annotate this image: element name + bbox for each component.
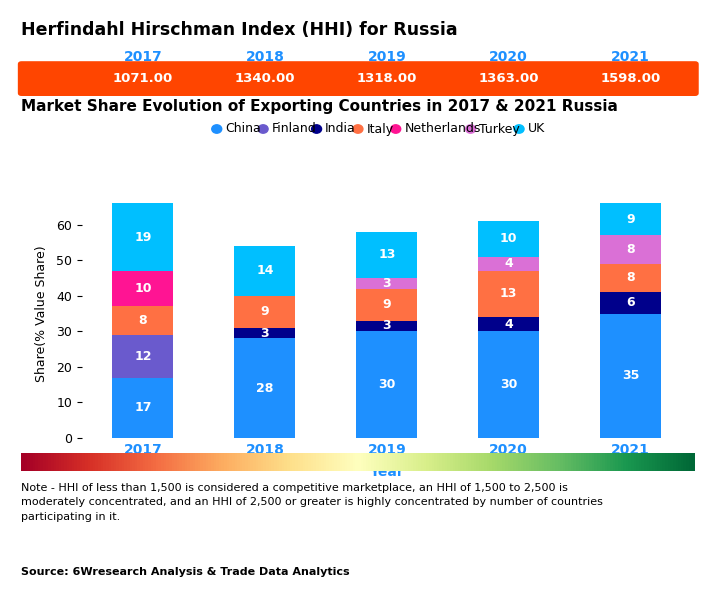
Text: 30: 30 (500, 378, 518, 391)
Text: 12: 12 (134, 350, 152, 362)
Text: 3: 3 (382, 277, 391, 290)
Bar (235, 338, 295, 438)
Text: 6: 6 (626, 296, 635, 310)
Bar (478, 221, 539, 257)
Text: 13: 13 (378, 248, 396, 262)
Text: 2020: 2020 (489, 50, 528, 64)
Bar (600, 313, 661, 438)
Text: 10: 10 (134, 282, 152, 295)
Text: 1340.00: 1340.00 (235, 72, 295, 85)
Bar (356, 289, 417, 320)
Text: 9: 9 (626, 213, 635, 226)
Text: 19: 19 (134, 230, 152, 244)
Text: India: India (325, 122, 356, 136)
Text: 17: 17 (134, 401, 152, 414)
Bar (600, 292, 661, 313)
Text: 2019: 2019 (367, 50, 406, 64)
Text: 10: 10 (500, 232, 518, 245)
Bar (600, 263, 661, 292)
Y-axis label: Share(% Value Share): Share(% Value Share) (35, 245, 48, 382)
Text: 9: 9 (260, 305, 270, 318)
Text: 9: 9 (382, 298, 391, 311)
Text: 28: 28 (256, 382, 274, 395)
Text: 2021: 2021 (611, 50, 650, 64)
Bar (356, 320, 417, 331)
Text: 13: 13 (500, 287, 518, 301)
Bar (113, 335, 173, 377)
Text: 35: 35 (622, 369, 640, 382)
Text: Note - HHI of less than 1,500 is considered a competitive marketplace, an HHI of: Note - HHI of less than 1,500 is conside… (21, 483, 603, 522)
Bar (478, 317, 539, 331)
Bar (478, 257, 539, 271)
Text: 4: 4 (504, 317, 513, 331)
Text: 3: 3 (260, 326, 270, 340)
Bar (356, 278, 417, 289)
Bar (478, 331, 539, 438)
Text: 8: 8 (626, 271, 635, 284)
Bar (600, 203, 661, 235)
Text: Source: 6Wresearch Analysis & Trade Data Analytics: Source: 6Wresearch Analysis & Trade Data… (21, 567, 350, 577)
Bar (235, 328, 295, 338)
Text: 30: 30 (378, 378, 396, 391)
Bar (478, 271, 539, 317)
Text: UK: UK (528, 122, 545, 136)
Bar (113, 377, 173, 438)
Bar (356, 331, 417, 438)
Text: 1071.00: 1071.00 (113, 72, 173, 85)
Text: 4: 4 (504, 257, 513, 270)
Bar (113, 271, 173, 307)
Text: 8: 8 (626, 243, 635, 256)
Text: 1363.00: 1363.00 (478, 72, 539, 85)
Bar (113, 307, 173, 335)
Text: 3: 3 (382, 319, 391, 332)
Text: 1598.00: 1598.00 (600, 72, 661, 85)
Bar (235, 246, 295, 296)
Text: Turkey: Turkey (479, 122, 520, 136)
Text: Market Share Evolution of Exporting Countries in 2017 & 2021 Russia: Market Share Evolution of Exporting Coun… (21, 99, 618, 114)
Bar (235, 296, 295, 328)
Text: 1318.00: 1318.00 (356, 72, 417, 85)
Bar (356, 232, 417, 278)
Text: 14: 14 (256, 265, 274, 277)
Text: 8: 8 (138, 314, 148, 327)
Bar (600, 235, 661, 263)
Text: 2018: 2018 (245, 50, 284, 64)
Text: China: China (225, 122, 261, 136)
Text: 2017: 2017 (123, 50, 163, 64)
X-axis label: Year: Year (369, 465, 404, 479)
Text: Netherlands: Netherlands (404, 122, 481, 136)
Bar (113, 203, 173, 271)
Text: Herfindahl Hirschman Index (HHI) for Russia: Herfindahl Hirschman Index (HHI) for Rus… (21, 21, 458, 39)
Text: Italy: Italy (366, 122, 394, 136)
Text: Finland: Finland (272, 122, 317, 136)
